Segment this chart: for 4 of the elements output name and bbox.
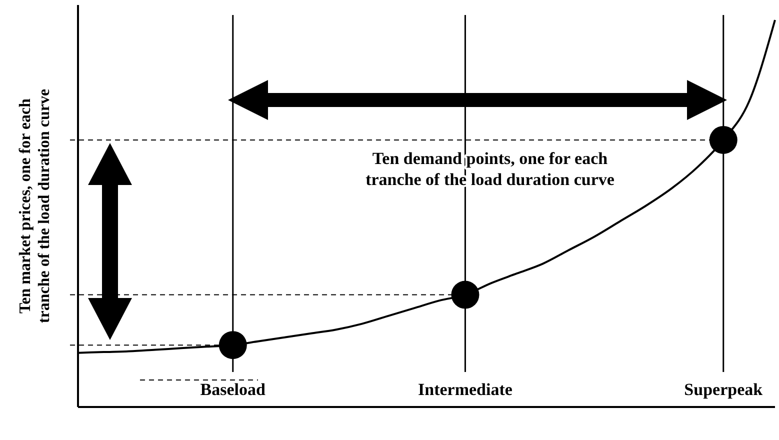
x-tick-label: Superpeak xyxy=(684,380,764,399)
x-tick-label: Baseload xyxy=(200,380,266,399)
y-axis-title: Ten market prices, one for each tranche of the load duration curve xyxy=(17,88,53,324)
x-tick-label: Intermediate xyxy=(418,380,513,399)
